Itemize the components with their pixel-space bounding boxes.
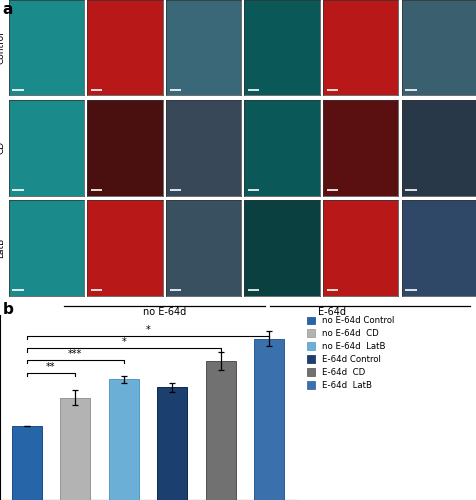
Text: Control: Control: [0, 32, 5, 64]
Text: E-64d: E-64d: [317, 307, 345, 317]
Text: b: b: [2, 302, 13, 318]
Text: a: a: [2, 2, 13, 18]
Text: *: *: [145, 325, 150, 335]
Bar: [60, 398, 90, 500]
Text: *: *: [121, 338, 126, 347]
Bar: [254, 338, 284, 500]
Text: ***: ***: [68, 350, 82, 360]
Bar: [11, 426, 41, 500]
Bar: [109, 380, 139, 500]
Text: **: **: [46, 362, 56, 372]
Bar: [157, 388, 187, 500]
Text: LatB: LatB: [0, 238, 5, 258]
Bar: [205, 361, 235, 500]
Legend: no E-64d Control, no E-64d  CD, no E-64d  LatB, E-64d Control, E-64d  CD, E-64d : no E-64d Control, no E-64d CD, no E-64d …: [305, 316, 395, 390]
Text: no E-64d: no E-64d: [143, 307, 186, 317]
Text: CD: CD: [0, 142, 5, 154]
